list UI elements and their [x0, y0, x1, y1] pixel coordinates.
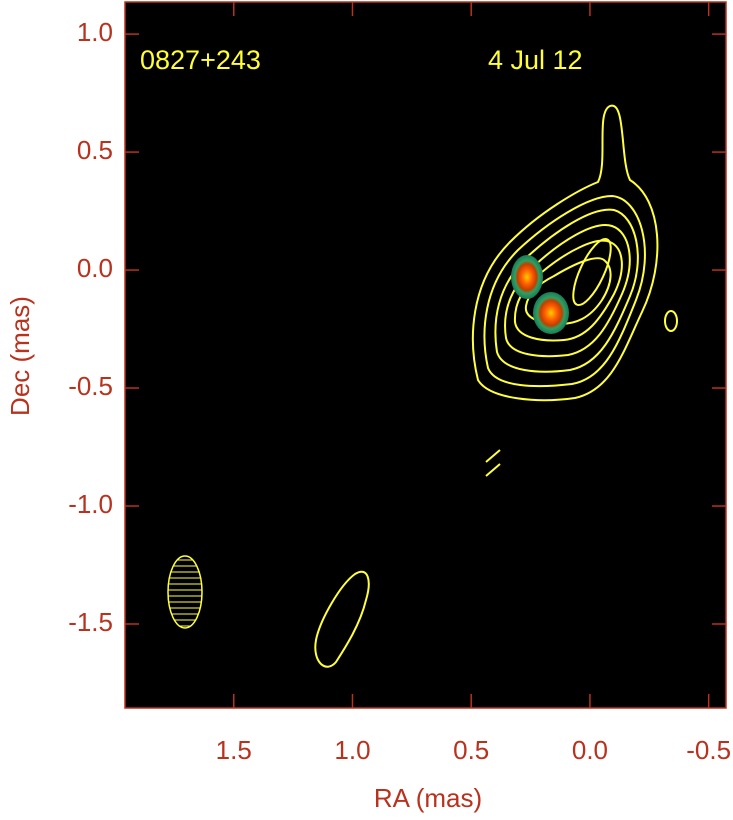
component — [511, 255, 543, 299]
plot-area — [125, 2, 726, 708]
contour — [314, 570, 370, 668]
date-label: 4 Jul 12 — [488, 45, 583, 75]
x-axis-label: RA (mas) — [374, 783, 482, 813]
x-tick-label: 0.0 — [572, 735, 608, 765]
y-tick-label: 1.0 — [77, 17, 113, 47]
contour — [572, 237, 612, 307]
plot-frame — [124, 1, 727, 709]
component — [533, 292, 569, 334]
y-axis-label: Dec (mas) — [5, 296, 35, 416]
contour — [485, 463, 501, 477]
contour — [485, 449, 501, 463]
source-label: 0827+243 — [140, 45, 261, 75]
y-tick-label: -1.5 — [68, 607, 113, 637]
contour — [664, 310, 678, 332]
x-tick-label: 1.5 — [216, 735, 252, 765]
x-tick-label: 1.0 — [334, 735, 370, 765]
contour — [483, 194, 646, 388]
y-tick-label: -0.5 — [68, 371, 113, 401]
y-tick-label: 0.0 — [77, 253, 113, 283]
contour — [471, 104, 659, 402]
x-tick-label: 0.5 — [453, 735, 489, 765]
y-tick-label: 0.5 — [77, 135, 113, 165]
beam-ellipse — [167, 555, 203, 629]
x-tick-label: -0.5 — [686, 735, 731, 765]
y-tick-label: -1.0 — [68, 489, 113, 519]
